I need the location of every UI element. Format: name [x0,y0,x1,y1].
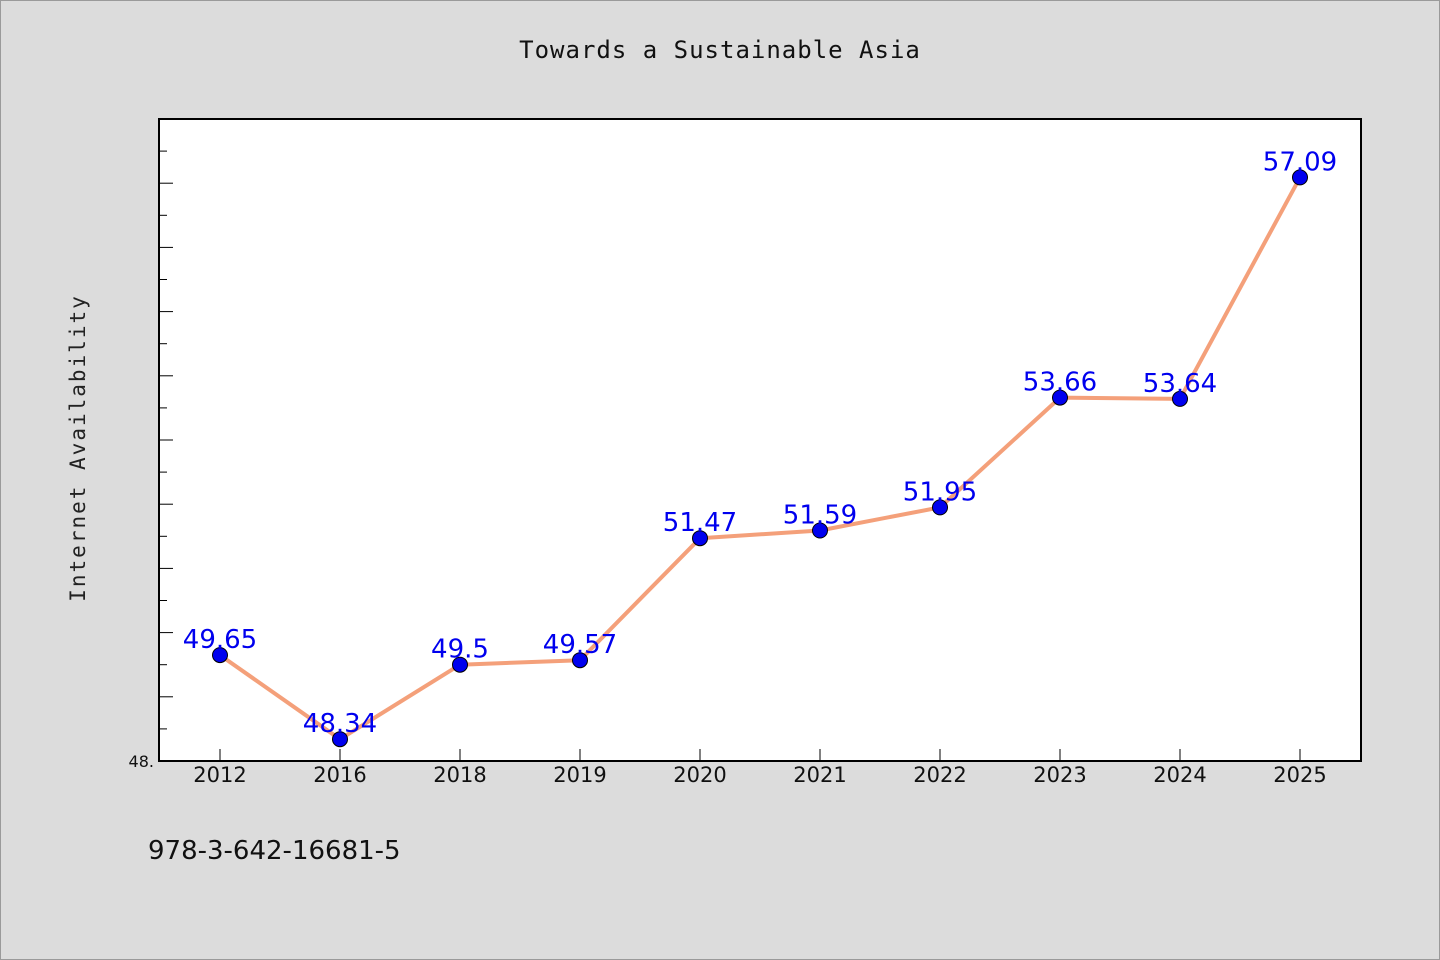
x-tick-label: 2018 [433,763,486,787]
x-tick-label: 2023 [1033,763,1086,787]
x-tick-label: 2021 [793,763,846,787]
x-tick-label: 2020 [673,763,726,787]
markers-group [212,169,1308,748]
data-point [1052,389,1068,406]
data-label: 53.64 [1143,369,1217,399]
x-tick-label: 2016 [313,763,366,787]
data-label: 48.34 [303,709,377,739]
x-tick-label: 2025 [1273,763,1326,787]
data-label: 49.5 [431,635,489,665]
data-label: 51.95 [903,477,977,507]
data-point [1172,390,1188,407]
footnote-isbn: 978-3-642-16681-5 [148,836,401,866]
data-label: 57.09 [1263,147,1337,177]
data-point [332,731,348,748]
x-tick-label: 2024 [1153,763,1206,787]
x-tick-label: 2022 [913,763,966,787]
x-tick-label: 2019 [553,763,606,787]
data-point [1292,169,1308,186]
y-tick-label: 48. [129,752,154,771]
data-point [932,499,948,516]
x-tick-label: 2012 [193,763,246,787]
data-labels-group: 49.65 48.34 49.5 49.57 51.47 51.59 51.95 53.66 5… [183,147,1337,739]
data-point [692,530,708,547]
data-label: 51.59 [783,501,857,531]
data-point [452,656,468,673]
x-axis-labels: 2012 2016 2018 2019 2020 2021 2022 2023 2024 2025 [193,763,1326,787]
data-point [812,522,828,539]
data-point [572,652,588,669]
series-line [218,175,1302,742]
data-label: 53.66 [1023,368,1097,398]
chart-title: Towards a Sustainable Asia [519,36,921,64]
data-label: 49.65 [183,625,257,655]
data-label: 51.47 [663,508,737,538]
data-label: 49.57 [543,630,617,660]
plot-area [158,118,1362,762]
y-minor-ticks [159,118,173,762]
x-axis-ticks [219,749,1301,761]
data-point [212,647,228,664]
series-group [218,175,1302,742]
